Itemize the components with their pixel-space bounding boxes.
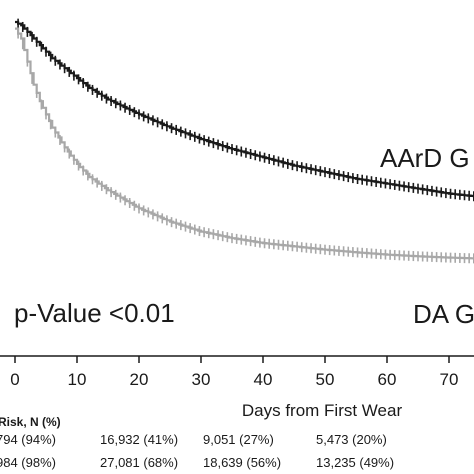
x-axis: 0 10 20 30 40 50 60 70 xyxy=(0,355,474,389)
x-tick-label: 50 xyxy=(316,370,335,389)
series-line xyxy=(15,20,474,198)
x-tick-label: 30 xyxy=(192,370,211,389)
x-tick-label: 10 xyxy=(68,370,87,389)
risk-cell: 794 (94%) xyxy=(0,432,56,447)
series-label-da: DA G xyxy=(413,299,474,329)
series-1 xyxy=(15,27,474,264)
series-label-aard: AArD G xyxy=(380,143,470,173)
risk-cell: 27,081 (68%) xyxy=(100,455,178,470)
risk-cell: 18,639 (56%) xyxy=(203,455,281,470)
risk-cell: 13,235 (49%) xyxy=(316,455,394,470)
x-tick-label: 70 xyxy=(440,370,459,389)
risk-cell: 5,473 (20%) xyxy=(316,432,387,447)
x-tick-label: 20 xyxy=(130,370,149,389)
risk-cell: 984 (98%) xyxy=(0,455,56,470)
risk-table: 794 (94%) 16,932 (41%) 9,051 (27%) 5,473 (2… xyxy=(0,432,394,470)
x-tick-label: 40 xyxy=(254,370,273,389)
p-value-annotation: p-Value <0.01 xyxy=(14,298,175,328)
series-layer xyxy=(15,18,474,264)
risk-cell: 16,932 (41%) xyxy=(100,432,178,447)
x-tick-label: 0 xyxy=(10,370,19,389)
risk-cell: 9,051 (27%) xyxy=(203,432,274,447)
series-0 xyxy=(15,18,474,202)
x-tick-label: 60 xyxy=(378,370,397,389)
x-axis-title: Days from First Wear xyxy=(242,401,403,420)
series-line xyxy=(15,27,474,260)
risk-table-title: Risk, N (%) xyxy=(0,415,61,429)
